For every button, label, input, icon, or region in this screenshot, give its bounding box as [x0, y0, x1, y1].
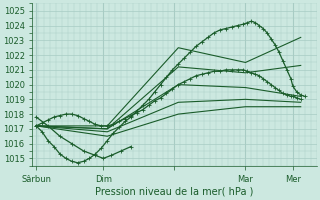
X-axis label: Pression niveau de la mer( hPa ): Pression niveau de la mer( hPa ) — [95, 187, 253, 197]
